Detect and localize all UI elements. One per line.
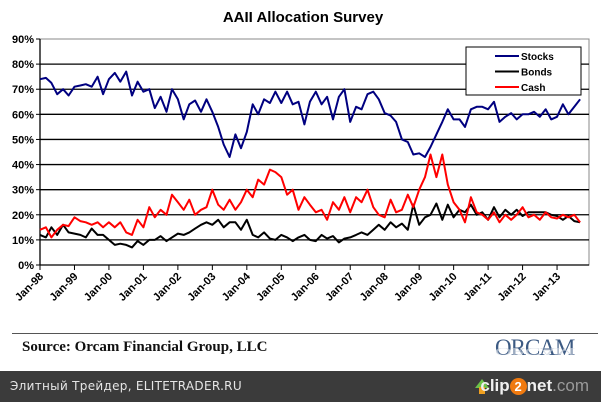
x-tick-label: Jan-08	[358, 271, 391, 304]
legend-label-stocks: Stocks	[521, 52, 554, 63]
clip2net-logo[interactable]: clip 2 net.com	[480, 376, 589, 396]
chart-title: AAII Allocation Survey	[223, 9, 384, 26]
x-axis: Jan-98 Jan-99 Jan-00 Jan-01 Jan-02 Jan-03 Jan-…	[13, 265, 563, 304]
source-divider	[12, 333, 598, 334]
y-tick-label: 10%	[12, 235, 34, 247]
x-tick-label: Jan-03	[185, 271, 218, 304]
y-tick-label: 30%	[12, 185, 34, 197]
y-tick-label: 80%	[12, 59, 34, 71]
legend-box	[465, 46, 582, 96]
y-tick-label: 60%	[12, 109, 34, 121]
upload-arrow-stem-icon	[479, 387, 485, 394]
x-tick-label: Jan-06	[289, 271, 322, 304]
y-tick-label: 40%	[12, 160, 34, 172]
x-tick-label: Jan-09	[392, 271, 425, 304]
clip2net-logo-domain: .com	[552, 376, 589, 395]
x-tick-label: Jan-01	[116, 271, 149, 304]
y-tick-label: 90%	[12, 34, 34, 46]
x-tick-label: Jan-99	[47, 271, 80, 304]
x-tick-label: Jan-04	[220, 270, 254, 304]
y-tick-label: 50%	[12, 134, 34, 146]
legend-label-bonds: Bonds	[521, 68, 553, 79]
series-line-bonds	[39, 202, 581, 249]
footer-bar: Элитный Трейдер, ELITETRADER.RU clip 2 net…	[0, 371, 601, 402]
y-tick-label: 70%	[12, 84, 34, 96]
gridlines	[39, 38, 590, 266]
x-tick-label: Jan-13	[530, 271, 563, 304]
clip2net-logo-two: 2	[509, 378, 527, 395]
x-tick-label: Jan-05	[254, 271, 287, 304]
x-tick-label: Jan-02	[151, 271, 184, 304]
series-lines	[39, 70, 581, 249]
legend-label-cash: Cash	[521, 83, 545, 94]
series-line-cash	[39, 153, 581, 239]
x-tick-label: Jan-10	[427, 271, 460, 304]
y-tick-label: 0%	[18, 260, 34, 272]
y-tick-label: 20%	[12, 210, 34, 222]
x-tick-label: Jan-12	[496, 271, 529, 304]
source-caption: Source: Orcam Financial Group, LLC	[22, 339, 268, 355]
legend: Stocks Bonds Cash	[465, 46, 582, 96]
clip2net-logo-net: net	[526, 376, 553, 395]
x-tick-label: Jan-00	[82, 271, 115, 304]
chart: AAII Allocation Survey 0% 10% 20% 30% 40% 50%…	[12, 9, 590, 304]
clip2net-logo-clip: clip	[480, 376, 510, 395]
x-tick-label: Jan-98	[13, 271, 46, 304]
y-axis: 0% 10% 20% 30% 40% 50% 60% 70% 80% 90%	[12, 34, 40, 272]
upload-arrow-icon	[475, 379, 489, 388]
x-tick-label: Jan-11	[462, 271, 495, 304]
orcam-logo-reflection: ORCAM	[495, 345, 575, 357]
site-credit: Элитный Трейдер, ELITETRADER.RU	[10, 379, 242, 393]
x-tick-label: Jan-07	[323, 271, 356, 304]
chart-frame: AAII Allocation Survey 0% 10% 20% 30% 40% 50%…	[0, 0, 601, 371]
orcam-logo: ORCAM	[495, 335, 575, 360]
series-line-stocks	[39, 70, 581, 158]
